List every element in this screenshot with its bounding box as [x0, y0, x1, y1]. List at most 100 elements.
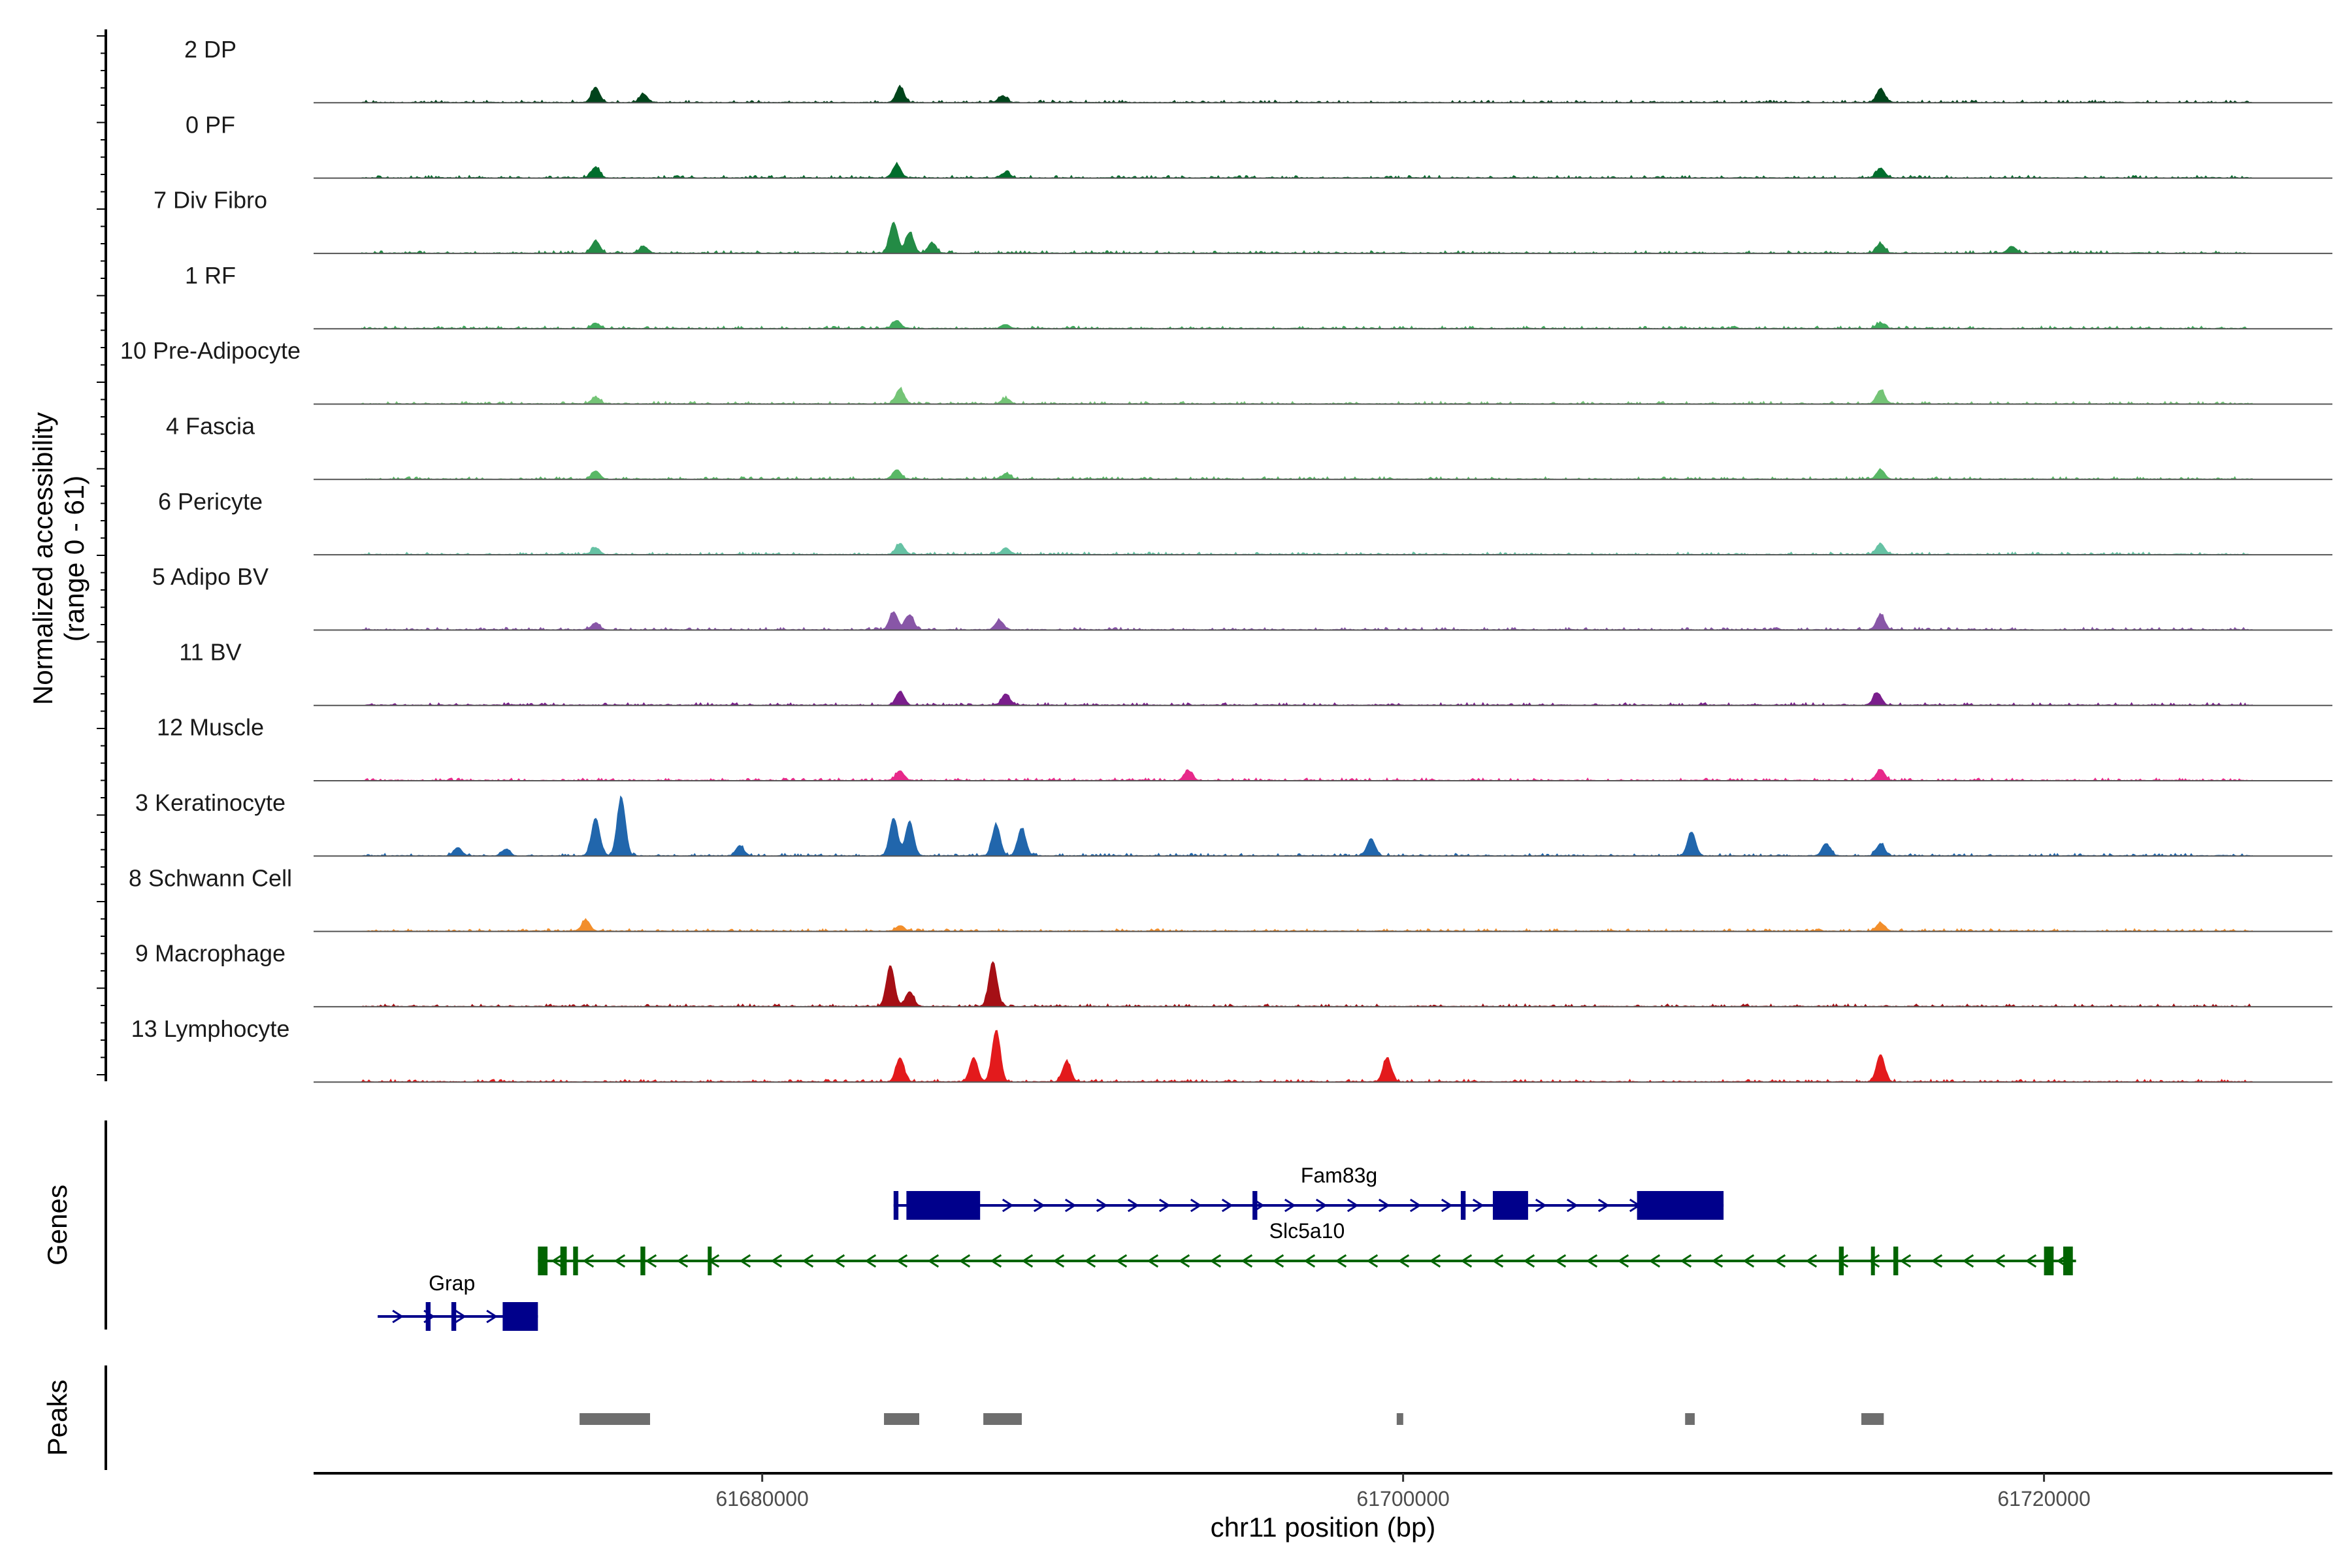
gene-exon: [560, 1247, 567, 1275]
coverage-tracks: 2 DP 0 PF 7 Div Fibro 1 RF 10 Pre-Adipocyte 4…: [120, 36, 2332, 1083]
strand-arrow: [2025, 1254, 2037, 1268]
track-3: 1 RF: [185, 262, 2332, 330]
track-5: 4 Fascia: [166, 413, 2332, 480]
track-12: 9 Macrophage: [135, 940, 2332, 1007]
strand-arrow: [1586, 1254, 1598, 1268]
strand-arrow: [1002, 1198, 1014, 1213]
gene-exon: [1893, 1247, 1899, 1275]
strand-arrow: [1472, 1198, 1484, 1213]
gene-exon: [1492, 1191, 1528, 1220]
track-label: 8 Schwann Cell: [129, 864, 292, 891]
strand-arrow: [1535, 1198, 1547, 1213]
strand-arrow: [1021, 1254, 1034, 1268]
strand-arrow: [455, 1309, 466, 1324]
track-label: 3 Keratinocyte: [135, 789, 286, 816]
track-7: 5 Adipo BV: [152, 563, 2332, 631]
strand-arrow: [645, 1254, 657, 1268]
track-label: 4 Fascia: [166, 413, 255, 440]
gene-exon: [425, 1302, 431, 1331]
track-label: 12 Muscle: [157, 714, 264, 741]
strand-arrow: [1899, 1254, 1912, 1268]
strand-arrow: [896, 1254, 908, 1268]
strand-arrow: [1993, 1254, 2006, 1268]
strand-arrow: [1241, 1254, 1253, 1268]
gene-exon: [640, 1247, 645, 1275]
peak-region: [1861, 1413, 1884, 1425]
gene-Fam83g: Fam83g: [893, 1164, 1724, 1220]
strand-arrow: [1711, 1254, 1723, 1268]
gene-name-label: Grap: [429, 1271, 475, 1295]
y-axis-range-label: (range 0 - 61): [59, 476, 90, 642]
strand-arrow: [1523, 1254, 1535, 1268]
track-label: 11 BV: [179, 638, 241, 665]
strand-arrow: [1837, 1254, 1849, 1268]
track-9: 12 Muscle: [157, 714, 2332, 781]
strand-arrow: [1115, 1254, 1128, 1268]
track-label: 5 Adipo BV: [152, 563, 269, 590]
x-tick-label: 61720000: [1997, 1487, 2090, 1511]
strand-arrow: [1053, 1254, 1065, 1268]
strand-arrow: [1190, 1198, 1202, 1213]
track-2: 7 Div Fibro: [154, 187, 2332, 254]
strand-arrow: [613, 1254, 626, 1268]
strand-arrow: [1158, 1198, 1171, 1213]
strand-arrow: [1554, 1254, 1567, 1268]
track-label: 10 Pre-Adipocyte: [120, 337, 301, 364]
track-0: 2 DP: [184, 36, 2332, 104]
strand-arrow: [1397, 1254, 1410, 1268]
strand-arrow: [1335, 1254, 1347, 1268]
y-axis-title: Normalized accessibility: [27, 412, 58, 705]
strand-arrow: [958, 1254, 971, 1268]
strand-arrow: [1805, 1254, 1818, 1268]
strand-arrow: [582, 1254, 595, 1268]
strand-arrow: [833, 1254, 845, 1268]
gene-exon: [1460, 1191, 1466, 1220]
strand-arrow: [1617, 1254, 1629, 1268]
strand-arrow: [1648, 1254, 1661, 1268]
strand-arrow: [392, 1309, 404, 1324]
strand-arrow: [990, 1254, 1002, 1268]
track-4: 10 Pre-Adipocyte: [120, 337, 2332, 405]
track-label: 13 Lymphocyte: [131, 1015, 290, 1042]
peak-region: [580, 1413, 650, 1425]
strand-arrow: [1429, 1254, 1441, 1268]
track-6: 6 Pericyte: [158, 488, 2332, 556]
strand-arrow: [1084, 1254, 1096, 1268]
track-label: 2 DP: [184, 36, 237, 63]
gene-exon: [906, 1191, 981, 1220]
gene-exon: [573, 1247, 578, 1275]
peak-region: [1396, 1413, 1403, 1425]
strand-arrow: [1441, 1198, 1453, 1213]
peak-region: [983, 1413, 1022, 1425]
strand-arrow: [739, 1254, 751, 1268]
gene-exon: [2063, 1247, 2073, 1275]
strand-arrow: [1774, 1254, 1786, 1268]
strand-arrow: [802, 1254, 814, 1268]
strand-arrow: [551, 1254, 563, 1268]
gene-annotations: Fam83g Slc5a10 Grap: [378, 1164, 2076, 1331]
strand-arrow: [1284, 1198, 1296, 1213]
gene-Grap: Grap: [378, 1271, 538, 1331]
strand-arrow: [1597, 1198, 1610, 1213]
track-8: 11 BV: [179, 638, 2332, 706]
strand-arrow: [1347, 1198, 1359, 1213]
x-tick-label: 61700000: [1356, 1487, 1449, 1511]
gene-exon: [1637, 1191, 1724, 1220]
strand-arrow: [1742, 1254, 1755, 1268]
strand-arrow: [1315, 1198, 1328, 1213]
strand-arrow: [1460, 1254, 1473, 1268]
strand-arrow: [1033, 1198, 1045, 1213]
x-tick-label: 61680000: [715, 1487, 808, 1511]
gene-name-label: Fam83g: [1301, 1164, 1377, 1187]
gene-exon: [538, 1247, 548, 1275]
strand-arrow: [1209, 1254, 1222, 1268]
gene-exon: [502, 1302, 538, 1331]
strand-arrow: [1378, 1198, 1390, 1213]
track-13: 13 Lymphocyte: [131, 1015, 2332, 1083]
strand-arrow: [1303, 1254, 1316, 1268]
strand-arrow: [1272, 1254, 1284, 1268]
genes-panel-label: Genes: [42, 1184, 73, 1266]
gene-name-label: Slc5a10: [1269, 1219, 1345, 1243]
